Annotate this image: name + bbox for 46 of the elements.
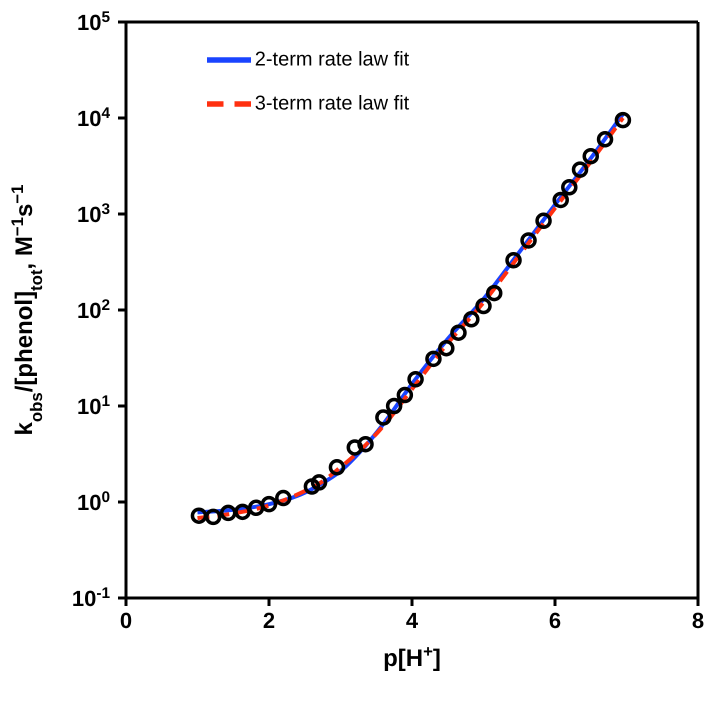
point bbox=[450, 324, 467, 341]
y-tick-label: 10$^{2}$ bbox=[76, 296, 110, 323]
point bbox=[407, 370, 424, 388]
point bbox=[386, 398, 402, 414]
point bbox=[304, 478, 320, 495]
point bbox=[438, 340, 455, 356]
legend-label: 2-term rate law fit bbox=[254, 48, 410, 70]
point bbox=[572, 161, 588, 178]
point bbox=[614, 112, 632, 128]
x-tick-label: 8 bbox=[692, 608, 704, 633]
point bbox=[357, 436, 374, 452]
point bbox=[425, 350, 442, 368]
y-tick-label: 10$^{0}$ bbox=[76, 488, 110, 515]
point bbox=[204, 508, 222, 526]
point bbox=[520, 232, 537, 249]
y-tick-label: 10$^{4}$ bbox=[76, 104, 110, 131]
point bbox=[396, 386, 414, 404]
point bbox=[535, 212, 552, 230]
point bbox=[260, 496, 278, 512]
point bbox=[234, 504, 251, 520]
point bbox=[346, 439, 364, 456]
x-tick-label: 4 bbox=[406, 608, 419, 633]
y-tick-label: 10$^{3}$ bbox=[76, 200, 110, 227]
point bbox=[328, 459, 346, 476]
point bbox=[248, 500, 264, 516]
y-tick-label: 10$^{-1}$ bbox=[72, 584, 110, 611]
point bbox=[486, 284, 502, 302]
x-tick-label: 2 bbox=[262, 608, 276, 633]
point bbox=[220, 504, 236, 522]
point bbox=[375, 409, 392, 426]
point bbox=[463, 311, 480, 328]
x-tick-label: 6 bbox=[548, 608, 562, 633]
point bbox=[552, 192, 569, 208]
point bbox=[505, 252, 522, 268]
y-tick-label: 10$^{5}$ bbox=[76, 8, 110, 35]
point bbox=[275, 490, 292, 506]
point bbox=[582, 148, 599, 164]
point bbox=[475, 298, 492, 314]
point bbox=[596, 131, 614, 148]
legend-label: 3-term rate law fit bbox=[254, 92, 410, 114]
point bbox=[190, 507, 208, 524]
x-tick-label: 0 bbox=[120, 608, 132, 633]
y-tick-label: 10$^{1}$ bbox=[76, 392, 110, 419]
point bbox=[561, 178, 578, 196]
point bbox=[310, 474, 328, 491]
x-axis-title: p[H$^{+}$] bbox=[383, 642, 441, 672]
